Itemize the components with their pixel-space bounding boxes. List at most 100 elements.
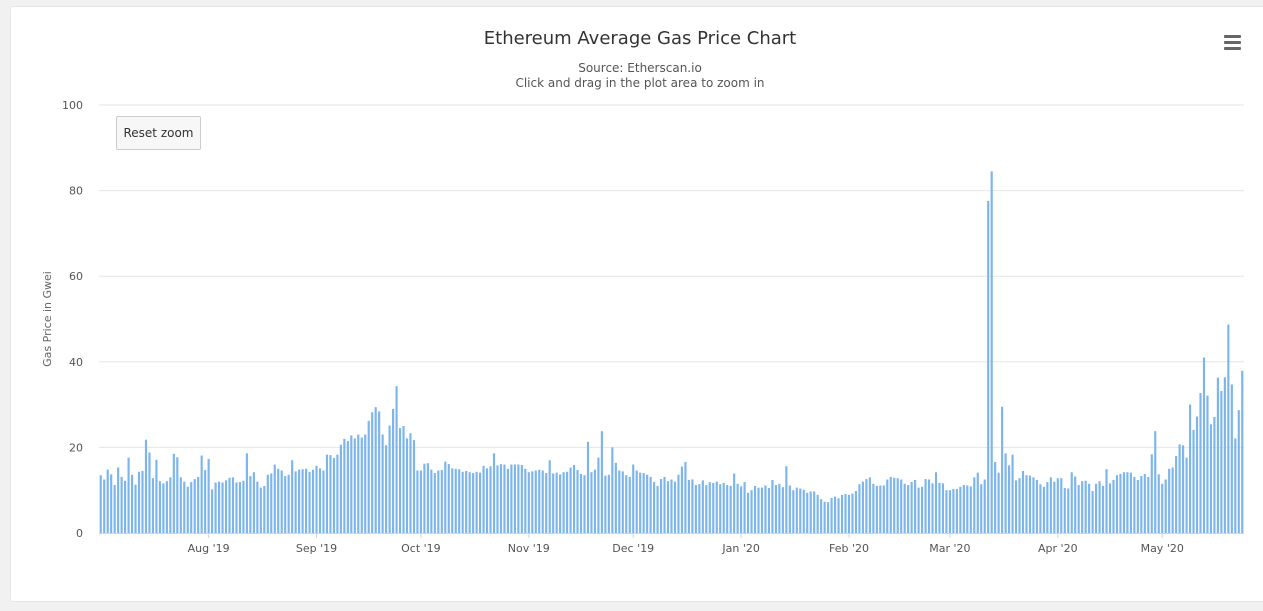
bar xyxy=(124,480,127,533)
bar xyxy=(966,485,969,533)
bar xyxy=(666,481,670,533)
bar xyxy=(799,488,802,533)
bar xyxy=(454,468,457,533)
bar xyxy=(593,469,597,533)
bar xyxy=(117,467,120,533)
bar xyxy=(1095,483,1098,533)
bar xyxy=(221,482,224,533)
bar xyxy=(329,455,332,533)
bar xyxy=(1014,480,1018,533)
bar xyxy=(642,473,645,533)
bar xyxy=(492,453,496,533)
bar xyxy=(1115,475,1119,533)
bar xyxy=(496,465,499,533)
bar xyxy=(318,468,322,533)
chart-svg[interactable]: Ethereum Average Gas Price Chart Source:… xyxy=(11,7,1263,602)
bar xyxy=(249,476,252,533)
bar xyxy=(1147,476,1150,533)
bar xyxy=(106,469,109,533)
bar xyxy=(555,472,558,533)
bar xyxy=(823,501,826,533)
bar xyxy=(552,473,555,533)
bar xyxy=(1178,444,1181,533)
bar xyxy=(1088,483,1091,533)
bar xyxy=(865,479,868,533)
bar xyxy=(458,469,461,533)
bar xyxy=(350,435,353,533)
bar xyxy=(217,481,221,533)
bar xyxy=(705,485,708,533)
bar xyxy=(1098,481,1101,533)
bar xyxy=(659,479,663,533)
bar xyxy=(882,485,885,533)
bar xyxy=(545,473,548,533)
bar xyxy=(952,488,955,533)
y-axis-title: Gas Price in Gwei xyxy=(41,271,54,367)
bar xyxy=(740,486,743,533)
bar xyxy=(635,470,638,533)
y-tick-label: 20 xyxy=(69,441,83,454)
bar xyxy=(1227,324,1230,533)
bar xyxy=(614,462,617,533)
bar xyxy=(214,482,217,533)
bar xyxy=(1241,370,1244,533)
bar xyxy=(639,472,642,533)
bar xyxy=(510,464,513,533)
bar xyxy=(1133,476,1136,533)
bar xyxy=(357,434,360,533)
bar xyxy=(670,479,673,533)
bar xyxy=(600,431,603,533)
bar xyxy=(1202,357,1206,533)
bar xyxy=(1108,483,1112,533)
bar xyxy=(1157,474,1160,533)
bar xyxy=(151,478,155,533)
bar xyxy=(927,479,931,533)
bar xyxy=(367,420,370,533)
bar xyxy=(604,475,607,533)
x-tick-label: Jan '20 xyxy=(721,542,759,555)
bar xyxy=(1046,482,1049,533)
bar xyxy=(1028,475,1032,533)
bar xyxy=(837,498,840,533)
bar xyxy=(774,485,777,533)
bar xyxy=(183,481,186,533)
bar xyxy=(907,485,910,533)
bar xyxy=(729,485,732,533)
bar xyxy=(392,408,395,533)
bar xyxy=(402,426,405,533)
x-tick-label: Dec '19 xyxy=(612,542,654,555)
reset-zoom-button[interactable]: Reset zoom xyxy=(116,116,201,150)
bar xyxy=(900,479,903,533)
bar xyxy=(757,487,760,533)
bar xyxy=(451,468,454,533)
bar xyxy=(513,464,516,533)
bar xyxy=(162,483,165,533)
bar xyxy=(242,480,245,533)
bar xyxy=(472,473,475,533)
bar xyxy=(360,437,363,533)
bar xyxy=(607,474,610,533)
bar xyxy=(858,484,861,533)
bar xyxy=(673,481,677,533)
bar xyxy=(1209,424,1213,533)
bar xyxy=(579,473,583,533)
bar xyxy=(186,486,189,533)
bar xyxy=(1136,479,1139,533)
bar xyxy=(983,479,986,533)
bar xyxy=(618,470,621,533)
bar xyxy=(611,447,614,533)
bar xyxy=(733,473,736,533)
bar xyxy=(130,474,134,533)
bar xyxy=(753,485,757,533)
bar xyxy=(179,477,182,533)
bar xyxy=(1182,445,1185,533)
hamburger-menu-icon[interactable] xyxy=(1217,31,1247,53)
bar xyxy=(374,407,377,533)
bar-series xyxy=(99,171,1244,533)
bar xyxy=(305,468,308,533)
bar xyxy=(1084,480,1087,533)
bar xyxy=(520,464,523,533)
bar xyxy=(886,479,889,533)
bar xyxy=(621,471,624,533)
bar xyxy=(893,477,896,533)
